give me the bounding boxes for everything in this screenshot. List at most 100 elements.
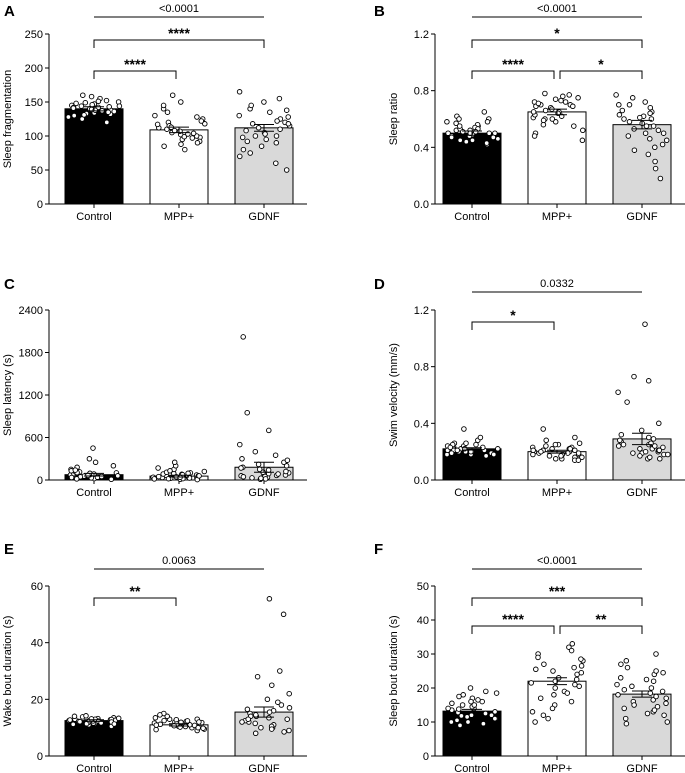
- data-point: [273, 160, 279, 166]
- p-value-label: <0.0001: [159, 3, 199, 15]
- data-point: [542, 107, 549, 114]
- data-point: [551, 692, 557, 698]
- data-point: [266, 596, 273, 602]
- data-point: [202, 121, 208, 127]
- data-point: [552, 96, 559, 102]
- data-point: [258, 475, 264, 481]
- data-point: [456, 706, 462, 712]
- data-point: [253, 712, 259, 718]
- data-point: [660, 444, 666, 451]
- data-point: [244, 138, 251, 145]
- data-point: [454, 447, 461, 454]
- significance-stars: ****: [124, 56, 146, 72]
- data-point: [480, 720, 487, 727]
- data-point: [542, 90, 548, 97]
- data-point: [104, 119, 110, 126]
- data-point: [493, 690, 500, 696]
- significance-bracket: [93, 39, 265, 48]
- data-point: [647, 136, 653, 142]
- data-point: [457, 722, 463, 729]
- bar-gdnf: [612, 124, 672, 205]
- data-point: [105, 109, 111, 115]
- data-point: [115, 715, 122, 722]
- data-point: [285, 121, 292, 127]
- data-point: [239, 134, 246, 141]
- data-point: [624, 399, 630, 405]
- data-point: [653, 693, 659, 700]
- significance-stars: **: [130, 583, 141, 599]
- data-point: [182, 723, 189, 730]
- data-point: [161, 143, 167, 149]
- significance-bracket: [471, 70, 555, 79]
- data-point: [277, 668, 283, 674]
- data-point: [116, 103, 123, 109]
- data-point: [459, 702, 466, 708]
- data-point: [267, 109, 273, 115]
- data-point: [262, 476, 269, 482]
- data-point: [530, 109, 537, 115]
- x-tick-label: MPP+: [164, 487, 194, 499]
- data-point: [552, 685, 558, 691]
- data-point: [456, 693, 462, 700]
- data-point: [240, 474, 247, 480]
- data-point: [273, 140, 280, 146]
- data-point: [490, 134, 497, 141]
- y-tick-label: 0: [423, 751, 429, 763]
- data-point: [646, 434, 652, 441]
- significance-bracket: [471, 39, 643, 48]
- data-point: [491, 451, 497, 458]
- data-point: [266, 715, 272, 721]
- data-point: [249, 475, 255, 481]
- data-point: [153, 722, 160, 728]
- data-point: [665, 451, 671, 458]
- data-point: [637, 446, 643, 452]
- data-point: [645, 151, 652, 158]
- data-point: [255, 125, 262, 131]
- data-point: [644, 710, 651, 717]
- significance-stars: ***: [549, 583, 566, 599]
- data-point: [615, 389, 621, 395]
- data-point: [642, 99, 648, 105]
- data-point: [186, 475, 193, 481]
- data-point: [153, 726, 159, 733]
- data-point: [95, 98, 102, 105]
- data-point: [552, 678, 559, 684]
- data-point: [578, 663, 585, 669]
- data-point: [660, 130, 667, 136]
- data-point: [201, 468, 208, 475]
- data-point: [615, 443, 622, 449]
- data-point: [567, 446, 573, 452]
- data-point: [578, 656, 584, 662]
- y-tick-label: 30: [417, 649, 429, 661]
- data-point: [626, 119, 633, 125]
- bar-control: [442, 132, 502, 205]
- data-point: [629, 95, 636, 101]
- data-point: [616, 102, 622, 108]
- y-tick-label: 10: [417, 717, 429, 729]
- data-point: [72, 467, 79, 473]
- data-point: [550, 668, 556, 674]
- data-point: [664, 719, 671, 725]
- data-point: [569, 641, 576, 647]
- x-tick-label: MPP+: [542, 763, 572, 773]
- data-point: [237, 441, 243, 448]
- data-point: [164, 109, 171, 115]
- data-point: [467, 685, 474, 691]
- data-point: [471, 702, 478, 708]
- data-point: [617, 437, 623, 444]
- data-point: [92, 459, 99, 466]
- x-tick-label: GDNF: [248, 487, 279, 499]
- data-point: [475, 697, 481, 703]
- data-point: [486, 130, 492, 136]
- data-point: [468, 448, 474, 455]
- y-tick-label: 50: [417, 581, 429, 593]
- y-axis-label: Swim velocity (mm/s): [388, 343, 400, 447]
- data-point: [273, 133, 280, 139]
- data-point: [90, 445, 96, 451]
- data-point: [642, 130, 649, 136]
- data-point: [252, 720, 258, 727]
- data-point: [283, 463, 290, 469]
- data-point: [152, 715, 159, 721]
- data-point: [252, 133, 259, 139]
